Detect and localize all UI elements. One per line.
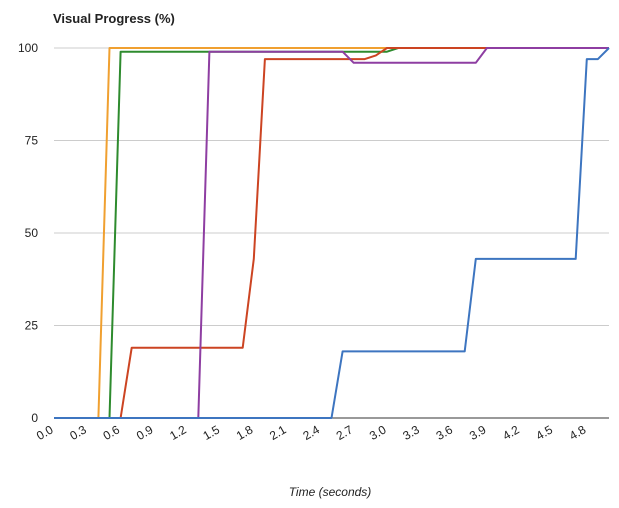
x-tick-label: 3.9 — [467, 422, 489, 443]
x-tick-label: 2.7 — [334, 422, 356, 443]
x-tick-label: 1.2 — [167, 422, 189, 443]
x-tick-label: 0.6 — [101, 422, 123, 443]
y-tick-label: 0 — [31, 411, 38, 425]
x-axis-ticks: 0.0 0.3 0.6 0.9 1.2 1.5 1.8 2.1 2.4 2.7 3.0 3.3 3.6 3… — [34, 422, 589, 443]
x-tick-label: 2.1 — [267, 422, 289, 443]
x-tick-label: 0.0 — [34, 422, 56, 443]
gridlines — [54, 47, 609, 419]
y-axis-ticks: 0 25 50 75 100 — [18, 41, 38, 425]
x-tick-label: 1.5 — [201, 422, 223, 443]
y-tick-label: 50 — [25, 226, 39, 240]
series-line-5 — [54, 47, 610, 419]
x-axis-label: Time (seconds) — [289, 485, 372, 499]
y-tick-label: 100 — [18, 41, 38, 55]
x-tick-label: 3.3 — [400, 422, 422, 443]
x-tick-label: 0.9 — [134, 422, 156, 443]
x-tick-label: 4.5 — [534, 422, 556, 443]
x-tick-label: 1.8 — [234, 422, 256, 443]
x-tick-label: 4.2 — [500, 422, 522, 443]
chart-title: Visual Progress (%) — [53, 11, 175, 26]
y-tick-label: 25 — [25, 319, 39, 333]
y-tick-label: 75 — [25, 134, 39, 148]
series-line-4 — [54, 47, 609, 419]
series-lines — [54, 47, 610, 419]
x-tick-label: 3.0 — [367, 422, 389, 443]
x-tick-label: 4.8 — [567, 422, 589, 443]
x-tick-label: 2.4 — [300, 422, 322, 443]
series-line-3 — [54, 47, 609, 419]
x-tick-label: 0.3 — [67, 422, 89, 443]
x-tick-label: 3.6 — [434, 422, 456, 443]
